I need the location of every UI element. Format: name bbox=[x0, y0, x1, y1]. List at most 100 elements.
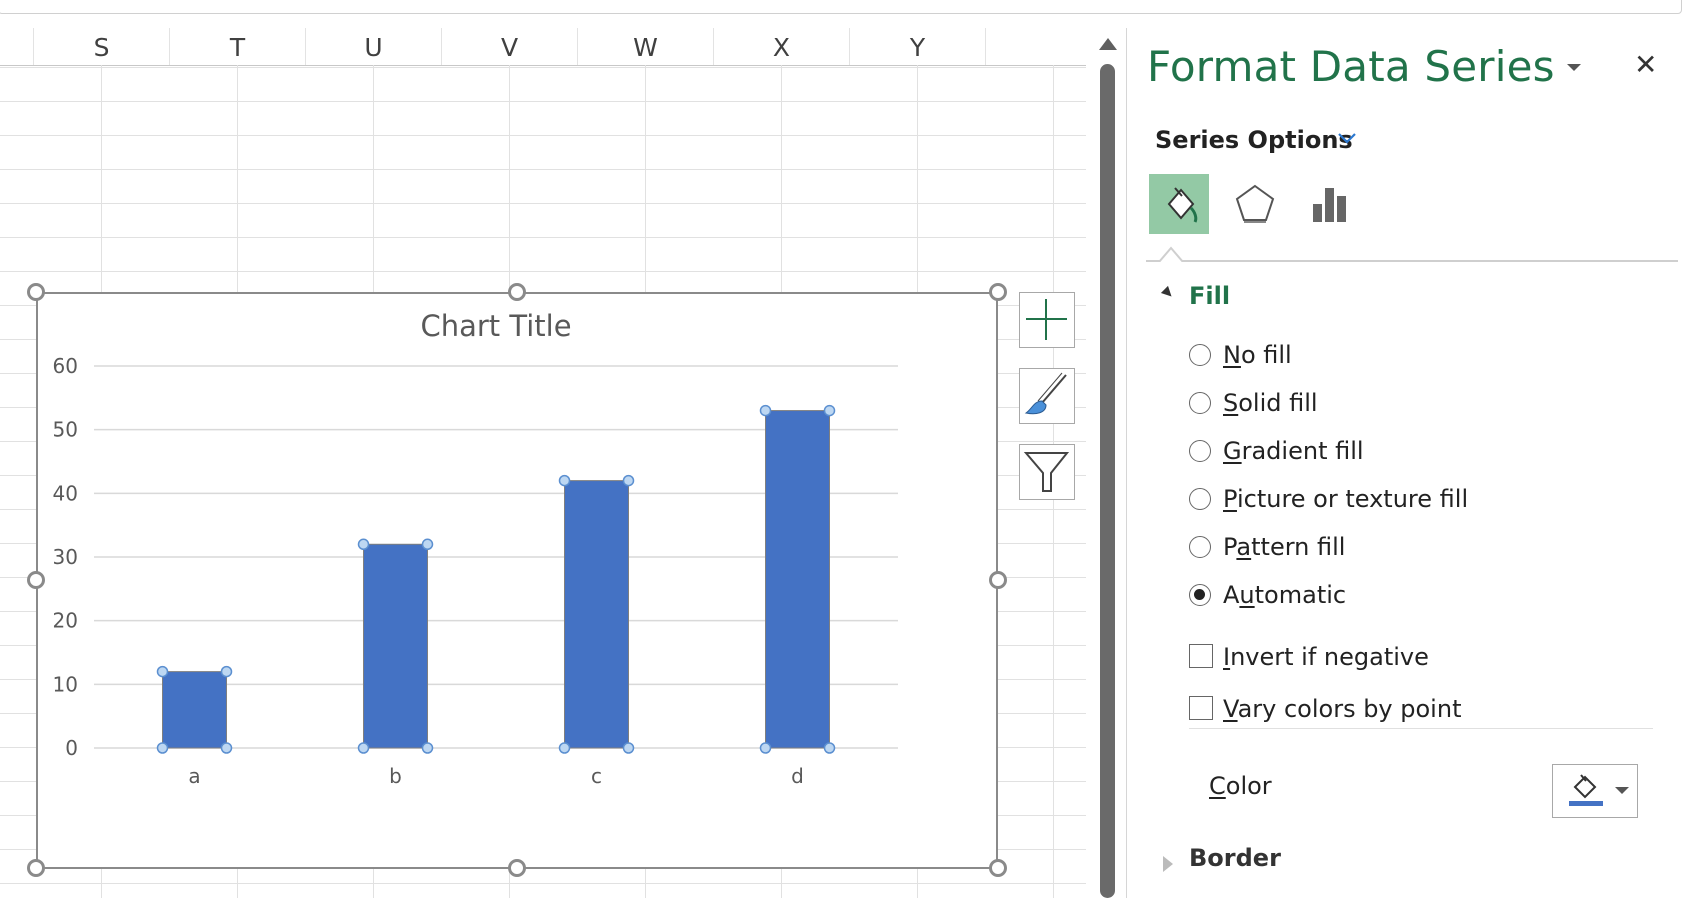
fill-option-radio[interactable] bbox=[1189, 344, 1211, 366]
invert-if-negative-label: Invert if negative bbox=[1223, 643, 1429, 671]
current-color-swatch bbox=[1569, 801, 1603, 806]
invert-if-negative-checkbox[interactable] bbox=[1189, 644, 1213, 668]
border-section-header[interactable]: Border bbox=[1189, 844, 1281, 872]
chart-resize-handle-bottom[interactable] bbox=[508, 859, 526, 877]
chart-resize-handle-top-left[interactable] bbox=[27, 283, 45, 301]
chart-resize-handle-top[interactable] bbox=[508, 283, 526, 301]
bar-selection-handle bbox=[421, 742, 434, 754]
effects-icon bbox=[1235, 184, 1275, 223]
column-header[interactable]: T bbox=[170, 28, 306, 65]
pane-options-chevron-icon[interactable] bbox=[1567, 64, 1581, 71]
active-tab-notch bbox=[1158, 246, 1184, 262]
column-header[interactable]: Y bbox=[850, 28, 986, 65]
bar-selection-handle bbox=[759, 742, 772, 754]
bar-selection-handle bbox=[823, 404, 836, 417]
column-header[interactable]: R bbox=[0, 28, 34, 65]
chevron-down-icon[interactable] bbox=[1337, 128, 1357, 148]
x-tick-label: d bbox=[791, 764, 804, 788]
chart-filters-icon bbox=[1023, 452, 1070, 492]
fill-option-radio[interactable] bbox=[1189, 536, 1211, 558]
column-header[interactable]: S bbox=[34, 28, 170, 65]
tab-effects[interactable] bbox=[1225, 174, 1285, 234]
chart[interactable]: Chart Title 0 10 20 30 40 50 60 a b c d bbox=[36, 292, 998, 869]
fill-option-label: No fill bbox=[1223, 341, 1292, 369]
row-gridline bbox=[0, 67, 1086, 68]
y-tick-label: 40 bbox=[53, 481, 78, 505]
column-header[interactable]: X bbox=[714, 28, 850, 65]
chart-resize-handle-right[interactable] bbox=[989, 571, 1007, 589]
scrollbar-thumb[interactable] bbox=[1100, 64, 1115, 898]
tab-fill-line[interactable] bbox=[1149, 174, 1209, 234]
color-picker-button[interactable] bbox=[1552, 764, 1638, 818]
chart-resize-handle-bottom-right[interactable] bbox=[989, 859, 1007, 877]
bar-selection-handle bbox=[622, 474, 635, 487]
bar-selection-handle bbox=[220, 665, 233, 678]
worksheet[interactable]: RSTUVWXY Chart Title 0 10 20 30 40 50 60 a b c d bbox=[0, 28, 1086, 898]
series-options-dropdown[interactable]: Series Options bbox=[1155, 126, 1353, 154]
y-tick-label: 30 bbox=[53, 545, 78, 569]
row-gridline bbox=[0, 203, 1086, 204]
fill-option-radio[interactable] bbox=[1189, 392, 1211, 414]
bar[interactable] bbox=[363, 543, 428, 749]
column-header[interactable]: U bbox=[306, 28, 442, 65]
fill-option-label: Solid fill bbox=[1223, 389, 1318, 417]
bar[interactable] bbox=[564, 480, 629, 749]
collapse-triangle-icon[interactable] bbox=[1160, 285, 1176, 301]
chart-plot[interactable]: Chart Title 0 10 20 30 40 50 60 a b c d bbox=[38, 294, 996, 867]
bar-selection-handle bbox=[220, 742, 233, 754]
chart-resize-handle-top-right[interactable] bbox=[989, 283, 1007, 301]
row-gridline bbox=[0, 169, 1086, 170]
chart-elements-button[interactable] bbox=[1019, 292, 1075, 348]
y-tick-label: 20 bbox=[53, 609, 78, 633]
bar-selection-handle bbox=[823, 742, 836, 754]
format-data-series-pane: Format Data Series ✕ Series Options Fill… bbox=[1126, 28, 1694, 898]
bar-selection-handle bbox=[357, 742, 370, 754]
y-tick-label: 10 bbox=[53, 672, 78, 696]
scroll-up-icon[interactable] bbox=[1099, 38, 1117, 50]
fill-option-radio[interactable] bbox=[1189, 584, 1211, 606]
x-tick-label: b bbox=[389, 764, 402, 788]
y-tick-label: 60 bbox=[53, 354, 78, 378]
chart-styles-icon bbox=[1024, 372, 1067, 415]
column-headers: RSTUVWXY bbox=[0, 28, 1086, 66]
bar[interactable] bbox=[162, 671, 227, 749]
row-gridline bbox=[0, 271, 1086, 272]
bar-selection-handle bbox=[357, 538, 370, 551]
fill-line-icon bbox=[1167, 187, 1198, 223]
close-icon[interactable]: ✕ bbox=[1634, 49, 1658, 80]
chart-title[interactable]: Chart Title bbox=[420, 309, 571, 343]
fill-option-label: Automatic bbox=[1223, 581, 1347, 609]
section-divider bbox=[1189, 728, 1653, 729]
x-tick-label: a bbox=[188, 764, 200, 788]
bar-selection-handle bbox=[156, 665, 169, 678]
chart-styles-button[interactable] bbox=[1019, 368, 1075, 424]
chart-filters-button[interactable] bbox=[1019, 444, 1075, 500]
column-header[interactable]: V bbox=[442, 28, 578, 65]
top-bar bbox=[0, 0, 1694, 14]
bar-selection-handle bbox=[759, 404, 772, 417]
chart-resize-handle-bottom-left[interactable] bbox=[27, 859, 45, 877]
fill-section-header[interactable]: Fill bbox=[1189, 282, 1231, 310]
pane-title: Format Data Series bbox=[1147, 42, 1555, 91]
vertical-scrollbar[interactable] bbox=[1096, 28, 1120, 898]
bar-selection-handle bbox=[558, 742, 571, 754]
bar-selection-handle bbox=[421, 538, 434, 551]
row-gridline bbox=[0, 135, 1086, 136]
fill-option-radio[interactable] bbox=[1189, 440, 1211, 462]
row-gridline bbox=[0, 883, 1086, 884]
chart-resize-handle-left[interactable] bbox=[27, 571, 45, 589]
chart-elements-icon bbox=[1026, 299, 1067, 340]
fill-option-label: Gradient fill bbox=[1223, 437, 1364, 465]
fill-option-radio[interactable] bbox=[1189, 488, 1211, 510]
bar[interactable] bbox=[765, 410, 830, 749]
column-header[interactable]: W bbox=[578, 28, 714, 65]
y-tick-label: 50 bbox=[53, 418, 78, 442]
fill-option-label: Picture or texture fill bbox=[1223, 485, 1469, 513]
vary-colors-checkbox[interactable] bbox=[1189, 696, 1213, 720]
tab-series-options[interactable] bbox=[1301, 174, 1361, 234]
fill-option-label: Pattern fill bbox=[1223, 533, 1346, 561]
paint-bucket-icon bbox=[1573, 774, 1597, 799]
formula-bar-edge[interactable] bbox=[0, 0, 1682, 14]
expand-triangle-icon[interactable] bbox=[1163, 856, 1173, 872]
chevron-down-icon[interactable] bbox=[1615, 787, 1629, 794]
